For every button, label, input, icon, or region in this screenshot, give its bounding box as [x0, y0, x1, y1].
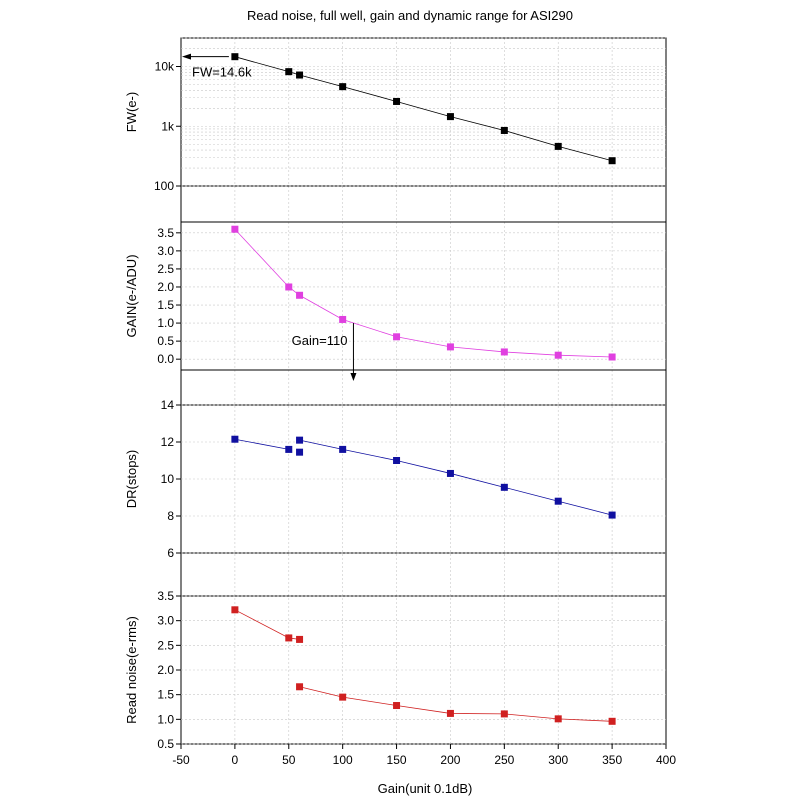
data-point — [500, 710, 508, 718]
series-line — [299, 686, 613, 722]
data-point — [339, 445, 347, 453]
y-tick-label: 100 — [154, 179, 174, 193]
data-point — [608, 717, 616, 725]
y-axis-label: Read noise(e-rms) — [124, 616, 139, 724]
annotation-arrowhead — [350, 373, 357, 381]
data-point — [500, 348, 508, 356]
data-point — [231, 606, 239, 614]
data-point — [285, 445, 293, 453]
data-point — [339, 83, 347, 91]
y-tick-label: 10 — [161, 472, 175, 486]
y-tick-label: 1.0 — [157, 316, 174, 330]
x-tick-label: 150 — [387, 753, 407, 767]
data-point — [231, 435, 239, 443]
data-point — [296, 683, 304, 691]
x-axis-label: Gain(unit 0.1dB) — [378, 781, 473, 796]
y-tick-label: 3.5 — [157, 589, 174, 603]
y-axis-label: DR(stops) — [124, 450, 139, 509]
y-tick-label: 3.0 — [157, 244, 174, 258]
data-point — [296, 436, 304, 444]
y-axis-label: FW(e-) — [124, 92, 139, 132]
chart-title: Read noise, full well, gain and dynamic … — [247, 8, 573, 23]
data-point — [231, 225, 239, 233]
x-tick-label: 250 — [494, 753, 514, 767]
x-tick-label: 300 — [548, 753, 568, 767]
data-point — [446, 709, 454, 717]
panel-rn: 0.5 1.0 1.5 2.0 2.5 3.0 3.5 Read noise(e-rms) — [124, 589, 667, 751]
data-point — [554, 351, 562, 359]
annotation-label: Gain=110 — [292, 333, 348, 348]
data-point — [393, 333, 401, 341]
y-tick-label: 2.0 — [157, 663, 174, 677]
panel-frame — [180, 221, 667, 371]
panel-dr: 6 8 10 12 14 DR(stops) — [124, 398, 667, 560]
data-point — [231, 53, 239, 61]
x-tick-label: 100 — [333, 753, 353, 767]
data-point — [393, 97, 401, 105]
y-tick-label: 2.5 — [157, 638, 174, 652]
data-point — [608, 511, 616, 519]
series-line — [234, 438, 289, 450]
data-point — [296, 635, 304, 643]
data-point — [446, 343, 454, 351]
y-tick-label: 1k — [161, 119, 175, 133]
data-point — [500, 483, 508, 491]
y-tick-label: 12 — [161, 435, 175, 449]
y-tick-label: 1.5 — [157, 688, 174, 702]
data-point — [296, 448, 304, 456]
annotation-arrowhead — [182, 53, 191, 60]
data-point — [339, 693, 347, 701]
y-tick-label: 1.0 — [157, 712, 174, 726]
y-tick-label: 0.0 — [157, 352, 174, 366]
x-tick-label: 350 — [602, 753, 622, 767]
annotation-label: FW=14.6k — [192, 65, 252, 80]
panel-fw: 100 1k 10k FW(e-) FW=14.6k — [124, 37, 667, 193]
series-line — [299, 439, 613, 516]
data-point — [296, 291, 304, 299]
data-point — [285, 634, 293, 642]
y-axis-label: GAIN(e-/ADU) — [124, 254, 139, 337]
panel-frame — [180, 37, 667, 187]
data-point — [500, 126, 508, 134]
y-tick-label: 14 — [161, 398, 175, 412]
panel-gain: 0.0 0.5 1.0 1.5 2.0 2.5 3.0 3.5 GAIN(e-/ADU) Gain… — [124, 221, 667, 381]
y-tick-label: 1.5 — [157, 298, 174, 312]
data-point — [608, 157, 616, 165]
data-point — [446, 469, 454, 477]
data-point — [446, 113, 454, 121]
data-point — [339, 315, 347, 323]
data-point — [393, 457, 401, 464]
data-point — [296, 71, 304, 79]
data-point — [393, 702, 401, 710]
x-tick-label: 50 — [282, 753, 296, 767]
y-tick-label: 0.5 — [157, 334, 174, 348]
data-point — [554, 497, 562, 505]
panels: 1001k10kFW(e-)FW=14.6k0.00.51.01.52.02.5… — [124, 37, 676, 767]
data-point — [285, 283, 293, 291]
y-tick-label: 10k — [155, 60, 175, 74]
y-tick-label: 8 — [167, 509, 174, 523]
x-tick-label: 200 — [440, 753, 460, 767]
y-tick-label: 3.0 — [157, 614, 174, 628]
x-tick-label: -50 — [172, 753, 190, 767]
data-point — [554, 715, 562, 723]
y-tick-label: 6 — [167, 546, 174, 560]
y-tick-label: 3.5 — [157, 226, 174, 240]
data-point — [285, 68, 293, 76]
x-tick-label: 400 — [656, 753, 676, 767]
y-tick-label: 2.0 — [157, 280, 174, 294]
data-point — [608, 353, 616, 361]
data-point — [554, 142, 562, 150]
plot-frame — [180, 37, 667, 745]
y-tick-label: 2.5 — [157, 262, 174, 276]
x-tick-label: 0 — [232, 753, 239, 767]
y-tick-label: 0.5 — [157, 737, 174, 751]
